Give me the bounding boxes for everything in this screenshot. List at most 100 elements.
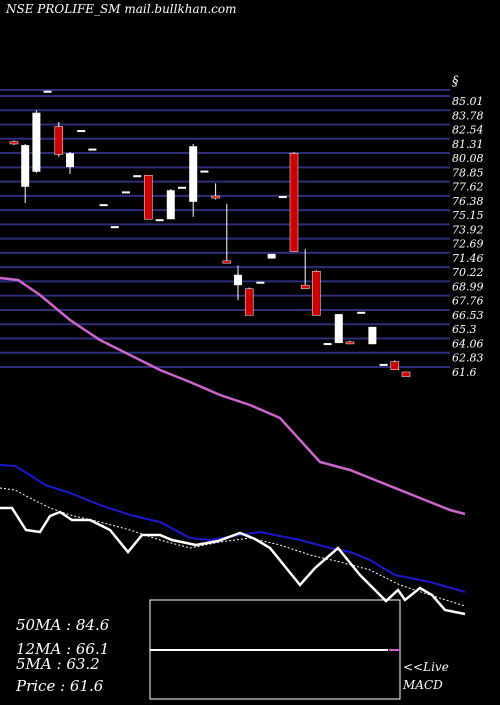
macd-live-label: <<Live — [403, 660, 449, 674]
price-tick-label: 68.99 — [452, 280, 484, 293]
candle-body — [368, 326, 377, 345]
candle — [189, 143, 198, 217]
candle — [289, 152, 299, 252]
candle-body — [122, 191, 130, 194]
candle — [32, 110, 41, 173]
candle — [379, 363, 388, 366]
price-tick-label: 70.22 — [452, 266, 484, 279]
candle-body — [390, 361, 400, 370]
candle — [234, 265, 242, 301]
candle-body — [77, 130, 86, 133]
candle — [278, 196, 287, 199]
price-tick-label: 81.31 — [452, 138, 484, 151]
candle-body — [334, 314, 343, 344]
candle-body — [155, 219, 164, 222]
candle — [110, 226, 119, 229]
candle — [54, 121, 64, 157]
candle-body — [357, 311, 366, 314]
ma-line — [0, 276, 466, 516]
grid-layer — [0, 89, 450, 368]
price-tick-label: 67.76 — [452, 295, 484, 308]
candle-body — [66, 153, 74, 168]
candle — [312, 270, 321, 316]
price-tick-label: 82.54 — [452, 124, 484, 137]
candle — [66, 152, 74, 175]
candle-layer — [9, 90, 411, 377]
candle-body — [200, 170, 209, 173]
candle — [300, 249, 310, 289]
candle-body — [300, 284, 310, 289]
candle-body — [289, 152, 299, 252]
candle-body — [323, 343, 332, 346]
price-tick-label: 85.01 — [452, 95, 484, 108]
candle-body — [21, 145, 30, 187]
candle — [144, 174, 153, 220]
oscillator-blue-line — [0, 464, 466, 593]
candle-body — [312, 271, 321, 316]
price-axis-symbol: § — [452, 74, 459, 89]
candle — [244, 287, 254, 316]
oscillator-dotted-line — [0, 487, 466, 607]
candle — [345, 340, 355, 345]
candle — [222, 204, 232, 264]
candle-body — [99, 204, 108, 207]
candle-body — [144, 174, 153, 220]
candle-body — [43, 90, 52, 93]
candle — [99, 204, 108, 207]
price-tick-label: 66.53 — [452, 309, 484, 322]
ma-layer — [0, 276, 466, 516]
candle — [166, 189, 175, 220]
candle-body — [32, 112, 41, 172]
candle-body — [133, 175, 142, 178]
candle — [122, 191, 130, 194]
candle — [178, 186, 186, 189]
candle-body — [267, 253, 276, 259]
candle-body — [54, 126, 64, 155]
price-tick-label: 72.69 — [452, 238, 484, 251]
price-tick-label: 80.08 — [452, 152, 484, 165]
ma5-label: 5MA : 63.2 — [16, 655, 100, 673]
oscillator-layer — [0, 464, 466, 616]
candle-body — [401, 371, 411, 377]
candle-body — [110, 226, 119, 229]
price-tick-label: 61.6 — [452, 366, 477, 379]
candle — [323, 343, 332, 346]
candle-body — [178, 186, 186, 189]
candle-body — [88, 148, 97, 151]
candle-body — [256, 281, 265, 284]
price-tick-label: 75.15 — [452, 209, 484, 222]
price-tick-label: 78.85 — [452, 166, 484, 179]
candle-body — [211, 195, 220, 199]
candle — [368, 326, 377, 345]
candle-body — [222, 260, 232, 264]
candle-body — [345, 341, 355, 345]
candle — [256, 281, 265, 284]
price-tick-label: 65.3 — [452, 323, 477, 336]
candle — [267, 253, 276, 259]
price-tick-label: 77.62 — [452, 181, 484, 194]
candle-body — [244, 288, 254, 316]
price-label: Price : 61.6 — [15, 677, 104, 695]
candle-body — [166, 190, 175, 220]
candle-body — [9, 141, 19, 145]
chart-title: NSE PROLIFE_SM mail.bullkhan.com — [5, 2, 237, 16]
candle-body — [234, 274, 242, 286]
candle — [21, 143, 30, 203]
price-tick-label: 76.38 — [452, 195, 484, 208]
candle — [211, 183, 220, 200]
candle-body — [379, 363, 388, 366]
price-tick-label: 83.78 — [452, 109, 484, 122]
price-tick-label: 62.83 — [452, 352, 484, 365]
candle — [390, 360, 400, 370]
candle-body — [189, 146, 198, 202]
candle — [133, 175, 142, 178]
candle — [334, 314, 343, 344]
oscillator-white-line — [0, 506, 466, 616]
candle-body — [278, 196, 287, 199]
candle — [155, 219, 164, 222]
candle — [77, 130, 86, 133]
price-tick-label: 73.92 — [452, 223, 484, 236]
